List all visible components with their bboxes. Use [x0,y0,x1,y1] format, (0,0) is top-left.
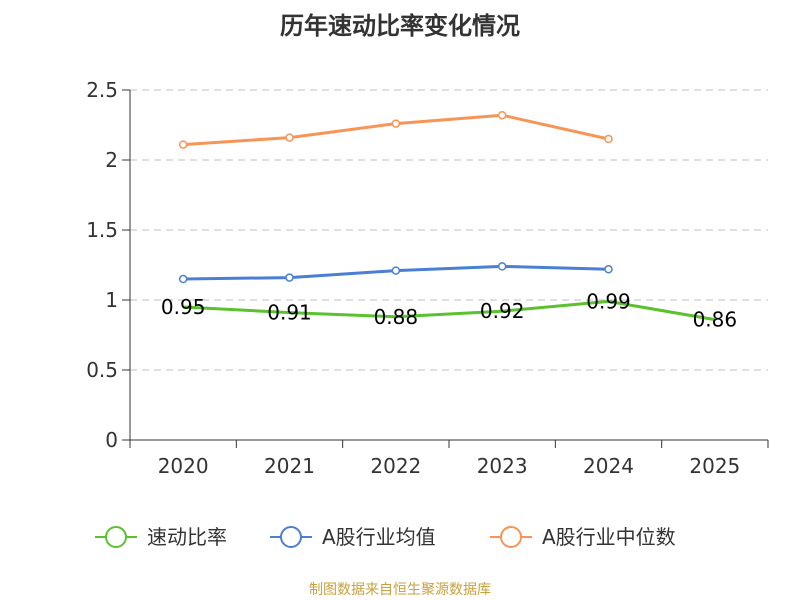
legend-marker-0 [105,526,127,548]
series-layer [178,110,716,322]
x-tick-label: 2022 [370,454,421,478]
data-label-layer: 0.95 0.91 0.88 0.92 0.99 0.86 [161,289,737,331]
series-point-2 [285,133,294,142]
source-note: 制图数据来自恒生聚源数据库 [309,582,491,598]
x-tick-label: 2024 [583,454,634,478]
x-tick-label: 2021 [264,454,315,478]
series-point-2 [178,140,188,149]
chart-title: 历年速动比率变化情况 [280,12,520,40]
grid-layer [130,89,768,371]
data-label: 0.99 [586,289,631,313]
series-point-1 [497,262,507,271]
legend-marker-1 [280,526,302,548]
series-point-2 [604,134,613,144]
y-tick-label: 1.5 [86,218,118,242]
series-line-0 [183,299,716,322]
legend: 速动比率 A股行业均值 A股行业中位数 [95,525,676,549]
y-tick-label: 0 [105,428,118,452]
y-tick-label: 1 [105,288,118,312]
series-point-1 [285,273,294,282]
data-label: 0.88 [374,305,419,329]
legend-label-1: A股行业均值 [322,525,436,549]
series-point-1 [391,266,401,275]
y-tick-label: 2 [105,148,118,172]
series-point-2 [391,119,401,128]
y-tick-label: 0.5 [86,358,118,382]
data-label: 0.95 [161,295,206,319]
data-label: 0.92 [480,299,525,323]
y-tick-label: 2.5 [86,78,118,102]
data-label: 0.86 [693,308,738,332]
x-tick-label: 2023 [477,454,528,478]
data-label: 0.91 [267,301,312,325]
x-tick-label: 2020 [158,454,209,478]
legend-marker-2 [500,526,522,548]
legend-label-2: A股行业中位数 [542,525,676,549]
series-point-2 [497,110,507,120]
legend-label-0: 速动比率 [147,525,227,549]
series-point-1 [178,274,188,284]
x-tick-label: 2025 [689,454,740,478]
series-point-1 [604,264,613,274]
axis-layer: 0 0.5 1 1.5 2 2.5 2020 2021 2022 2023 2024 2025 [86,78,769,478]
